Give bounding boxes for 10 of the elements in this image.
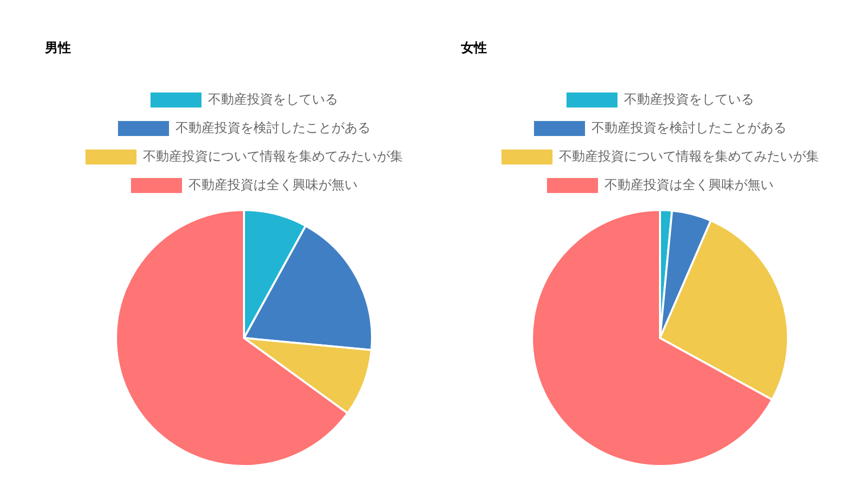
chart-title: 男性	[44, 41, 71, 56]
legend-label: 不動産投資は全く興味が無い	[188, 177, 358, 193]
legend-label: 不動産投資について情報を集めてみたいが集	[143, 148, 403, 164]
legend-label: 不動産投資を検討したことがある	[176, 120, 370, 136]
legend-label: 不動産投資をしている	[208, 92, 338, 108]
legend-label: 不動産投資をしている	[624, 92, 754, 108]
legend-label: 不動産投資は全く興味が無い	[604, 177, 774, 193]
legend-label: 不動産投資を検討したことがある	[592, 120, 786, 136]
chart-title: 女性	[460, 41, 487, 56]
legend-label: 不動産投資について情報を集めてみたいが集	[559, 148, 819, 164]
